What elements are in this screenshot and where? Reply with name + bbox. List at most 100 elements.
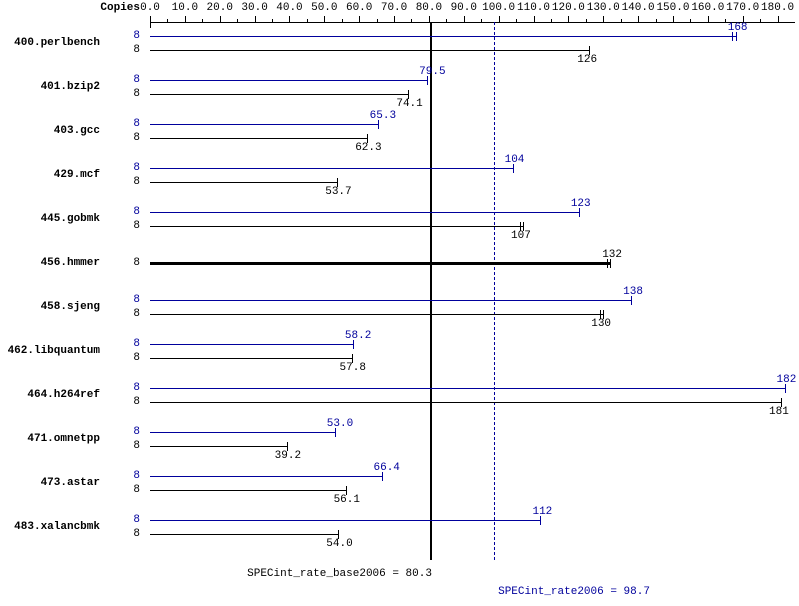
- bar-value-label: 104: [505, 154, 525, 166]
- x-axis-minor-tick: [760, 19, 761, 22]
- benchmark-label: 445.gobmk: [0, 213, 100, 225]
- bar-value-label: 112: [532, 506, 552, 518]
- reference-line: [430, 22, 432, 560]
- bar-value-label: 132: [602, 249, 622, 261]
- x-axis-tick-label: 170.0: [726, 2, 759, 14]
- spec-rate-chart: 0.010.020.030.040.050.060.070.080.090.01…: [0, 0, 799, 606]
- bar-line: [150, 402, 781, 403]
- x-axis-minor-tick: [411, 19, 412, 22]
- x-axis-tick: [673, 16, 674, 22]
- x-axis-tick: [220, 16, 221, 22]
- x-axis-line: [150, 22, 795, 23]
- copies-label: 8: [120, 206, 140, 218]
- x-axis-minor-tick: [167, 19, 168, 22]
- bar-value-label: 107: [511, 230, 531, 242]
- bar-value-label: 74.1: [396, 98, 422, 110]
- copies-label: 8: [120, 338, 140, 350]
- x-axis-tick: [185, 16, 186, 22]
- bar-line: [150, 80, 427, 81]
- copies-label: 8: [120, 352, 140, 364]
- bar-value-label: 168: [728, 22, 748, 34]
- bar-line: [150, 36, 736, 37]
- x-axis-minor-tick: [690, 19, 691, 22]
- copies-label: 8: [120, 162, 140, 174]
- copies-label: 8: [120, 294, 140, 306]
- x-axis-tick: [289, 16, 290, 22]
- x-axis-tick-label: 50.0: [311, 2, 337, 14]
- copies-label: 8: [120, 382, 140, 394]
- copies-label: 8: [120, 308, 140, 320]
- bar-value-label: 182: [777, 374, 797, 386]
- x-axis-minor-tick: [446, 19, 447, 22]
- reference-line-label: SPECint_rate_base2006 = 80.3: [247, 568, 432, 580]
- copies-label: 8: [120, 88, 140, 100]
- bar-line: [150, 226, 523, 227]
- x-axis-tick-label: 120.0: [552, 2, 585, 14]
- x-axis-tick-label: 90.0: [451, 2, 477, 14]
- x-axis-tick-label: 70.0: [381, 2, 407, 14]
- benchmark-label: 471.omnetpp: [0, 433, 100, 445]
- bar-value-label: 65.3: [370, 110, 396, 122]
- bar-value-label: 56.1: [334, 494, 360, 506]
- x-axis-tick: [708, 16, 709, 22]
- x-axis-minor-tick: [237, 19, 238, 22]
- benchmark-label: 400.perlbench: [0, 37, 100, 49]
- copies-label: 8: [120, 30, 140, 42]
- reference-line-label: SPECint_rate2006 = 98.7: [498, 586, 650, 598]
- benchmark-label: 464.h264ref: [0, 389, 100, 401]
- bar-value-label: 62.3: [355, 142, 381, 154]
- bar-line: [150, 50, 589, 51]
- bar-line: [150, 446, 287, 447]
- bar-line: [150, 124, 378, 125]
- bar-line: [150, 314, 603, 315]
- copies-label: 8: [120, 176, 140, 188]
- x-axis-tick-label: 180.0: [761, 2, 794, 14]
- x-axis-tick-label: 160.0: [691, 2, 724, 14]
- bar-value-label: 138: [623, 286, 643, 298]
- bar-value-label: 53.7: [325, 186, 351, 198]
- copies-label: 8: [120, 132, 140, 144]
- x-axis-minor-tick: [202, 19, 203, 22]
- bar-line: [150, 490, 346, 491]
- benchmark-label: 473.astar: [0, 477, 100, 489]
- bar-line: [150, 138, 367, 139]
- x-axis-tick: [568, 16, 569, 22]
- x-axis-tick: [603, 16, 604, 22]
- x-axis-tick-label: 10.0: [172, 2, 198, 14]
- bar-line: [150, 388, 785, 389]
- bar-value-label: 130: [591, 318, 611, 330]
- bar-line: [150, 534, 338, 535]
- bar-value-label: 53.0: [327, 418, 353, 430]
- x-axis-tick-label: 150.0: [656, 2, 689, 14]
- copies-label: 8: [120, 440, 140, 452]
- bar-value-label: 79.5: [419, 66, 445, 78]
- bar-value-label: 54.0: [326, 538, 352, 550]
- benchmark-label: 458.sjeng: [0, 301, 100, 313]
- x-axis-tick-label: 140.0: [622, 2, 655, 14]
- x-axis-tick-label: 0.0: [140, 2, 160, 14]
- x-axis-minor-tick: [586, 19, 587, 22]
- x-axis-minor-tick: [621, 19, 622, 22]
- copies-label: 8: [120, 257, 140, 269]
- bar-line: [150, 344, 353, 345]
- bar-line: [150, 520, 540, 521]
- bar-value-label: 39.2: [275, 450, 301, 462]
- x-axis-tick-label: 110.0: [517, 2, 550, 14]
- x-axis-minor-tick: [272, 19, 273, 22]
- bar-value-label: 58.2: [345, 330, 371, 342]
- x-axis-tick: [638, 16, 639, 22]
- bar-line: [150, 300, 631, 301]
- x-axis-tick: [464, 16, 465, 22]
- benchmark-label: 483.xalancbmk: [0, 521, 100, 533]
- bar-value-label: 123: [571, 198, 591, 210]
- x-axis-minor-tick: [481, 19, 482, 22]
- benchmark-label: 456.hmmer: [0, 257, 100, 269]
- x-axis-minor-tick: [725, 19, 726, 22]
- bar-line: [150, 358, 352, 359]
- bar-value-label: 57.8: [340, 362, 366, 374]
- copies-label: 8: [120, 528, 140, 540]
- bar-value-label: 181: [769, 406, 789, 418]
- x-axis-tick-label: 40.0: [276, 2, 302, 14]
- x-axis-tick: [324, 16, 325, 22]
- copies-label: 8: [120, 426, 140, 438]
